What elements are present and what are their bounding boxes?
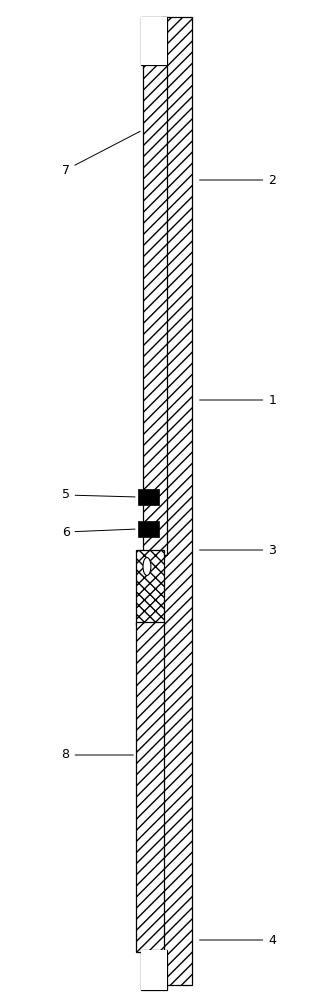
- Bar: [138, 489, 159, 505]
- Text: 2: 2: [199, 174, 276, 186]
- Text: 8: 8: [62, 748, 133, 762]
- Bar: [141, 950, 167, 990]
- Bar: [136, 550, 164, 625]
- Bar: [141, 17, 167, 65]
- Bar: [141, 17, 167, 65]
- Bar: [138, 521, 159, 537]
- Text: 5: 5: [62, 488, 135, 502]
- Ellipse shape: [143, 558, 151, 576]
- Text: 4: 4: [199, 934, 276, 946]
- Text: 6: 6: [62, 526, 135, 538]
- Bar: [141, 950, 167, 990]
- Text: 7: 7: [62, 131, 140, 176]
- Text: 3: 3: [199, 544, 276, 556]
- Bar: [143, 65, 167, 555]
- Bar: [162, 17, 192, 985]
- Text: 1: 1: [199, 393, 276, 406]
- Bar: [136, 622, 164, 952]
